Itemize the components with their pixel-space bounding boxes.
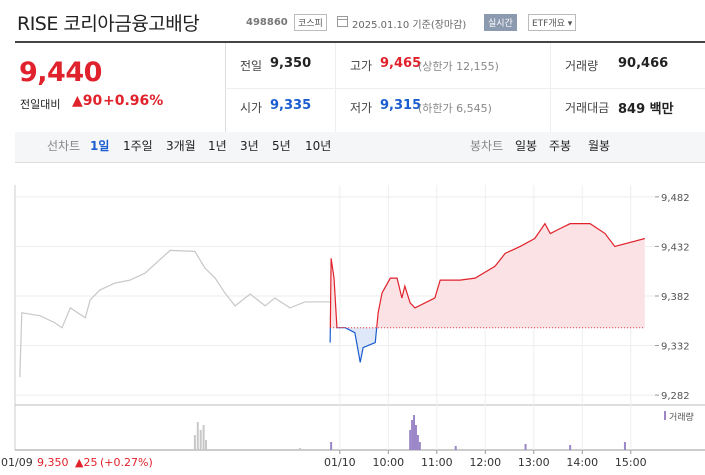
volume-bar (411, 420, 414, 450)
chart: 9,482 9,432 9,382 9,332 9,282 01/10 10:00 11:00… (1, 185, 705, 469)
volume-bar (409, 430, 412, 450)
legend-label: 거래량 (669, 411, 694, 423)
volume-bar (416, 435, 419, 450)
tooltip-rate: (+0.27%) (100, 456, 153, 469)
tooltip-price: 9,350 (37, 456, 69, 469)
info-panel (15, 41, 705, 135)
x-tick-label: 01/10 (324, 456, 356, 469)
y-tick-label: 9,382 (661, 292, 690, 303)
legend-swatch (664, 411, 666, 420)
tab[interactable]: 일봉 (515, 139, 538, 153)
info-label: 저가 (350, 101, 373, 115)
info-label: 고가 (350, 59, 373, 73)
price-line (329, 222, 645, 328)
price-line (19, 249, 331, 378)
tab[interactable]: 월봉 (588, 139, 611, 153)
volume-bar (623, 442, 626, 450)
volume-bar (454, 446, 457, 450)
volume-bar (418, 442, 421, 450)
info-label: 전일 (240, 59, 263, 73)
x-tick-label: 12:00 (469, 456, 501, 469)
tab-bar (15, 132, 705, 163)
etf-button[interactable]: ETF개요 ▾ (528, 14, 577, 31)
volume-bar (202, 425, 205, 450)
market[interactable]: 코스피 (294, 14, 327, 31)
y-tick-label: 9,332 (661, 342, 690, 353)
rate: +0.96% (103, 93, 164, 109)
volume-bar (199, 430, 202, 450)
area-fill (330, 327, 645, 363)
tab-group-label: 봉차트 (470, 139, 504, 153)
x-tick-label: 13:00 (518, 456, 550, 469)
tab-group-label: 선차트 (47, 139, 81, 153)
info-value: 9,465 (380, 56, 422, 71)
y-tick-label: 9,432 (661, 242, 690, 253)
tooltip-date: 01/09 (1, 456, 33, 469)
calendar-icon (337, 16, 348, 27)
tab[interactable]: 3년 (240, 139, 259, 153)
info-label: 거래대금 (565, 101, 610, 115)
info-label: 거래량 (565, 59, 599, 73)
x-tick-label: 10:00 (372, 456, 404, 469)
info-extra: (상한가 12,155) (418, 60, 499, 73)
x-tick-label: 14:00 (566, 456, 598, 469)
tooltip-change: ▲25 (75, 456, 97, 469)
info-value: 9,350 (270, 56, 312, 71)
volume-bar (413, 415, 416, 450)
tab[interactable]: 주봉 (549, 139, 572, 153)
code: 498860 (246, 17, 288, 28)
x-tick-label: 11:00 (421, 456, 453, 469)
volume-bar (196, 422, 199, 450)
volume-bar (193, 435, 196, 450)
tab[interactable]: 10년 (305, 139, 332, 153)
volume-bar (569, 445, 572, 450)
info-value: 9,315 (380, 98, 422, 113)
volume-bar (299, 448, 302, 450)
volume-bar (205, 440, 208, 450)
tab[interactable]: 1일 (90, 139, 110, 153)
info-value: 9,335 (270, 98, 312, 113)
volume-bar (414, 425, 417, 450)
current-price: 9,440 (19, 57, 102, 88)
price-line (329, 327, 378, 363)
title: RISE 코리아금융고배당 (17, 13, 200, 35)
y-tick-label: 9,282 (661, 391, 690, 402)
area-fill (330, 223, 645, 328)
date: 2025.01.10 기준(장마감) (352, 20, 467, 31)
info-value: 90,466 (618, 56, 669, 71)
realtime[interactable]: 실시간 (484, 14, 517, 31)
info-value: 849 백만 (618, 102, 674, 117)
volume-bar (524, 444, 527, 450)
x-tick-label: 15:00 (615, 456, 647, 469)
info-extra: (하한가 6,545) (418, 102, 492, 115)
y-tick-label: 9,482 (661, 193, 690, 204)
change-title: 전일대비 (20, 98, 61, 111)
tab[interactable]: 1년 (208, 139, 227, 153)
tab[interactable]: 5년 (272, 139, 291, 153)
change: ▲90 (72, 93, 103, 109)
tab[interactable]: 1주일 (123, 139, 153, 153)
info-label: 시가 (240, 101, 263, 115)
volume-bar (330, 442, 333, 450)
tab[interactable]: 3개월 (166, 139, 196, 153)
